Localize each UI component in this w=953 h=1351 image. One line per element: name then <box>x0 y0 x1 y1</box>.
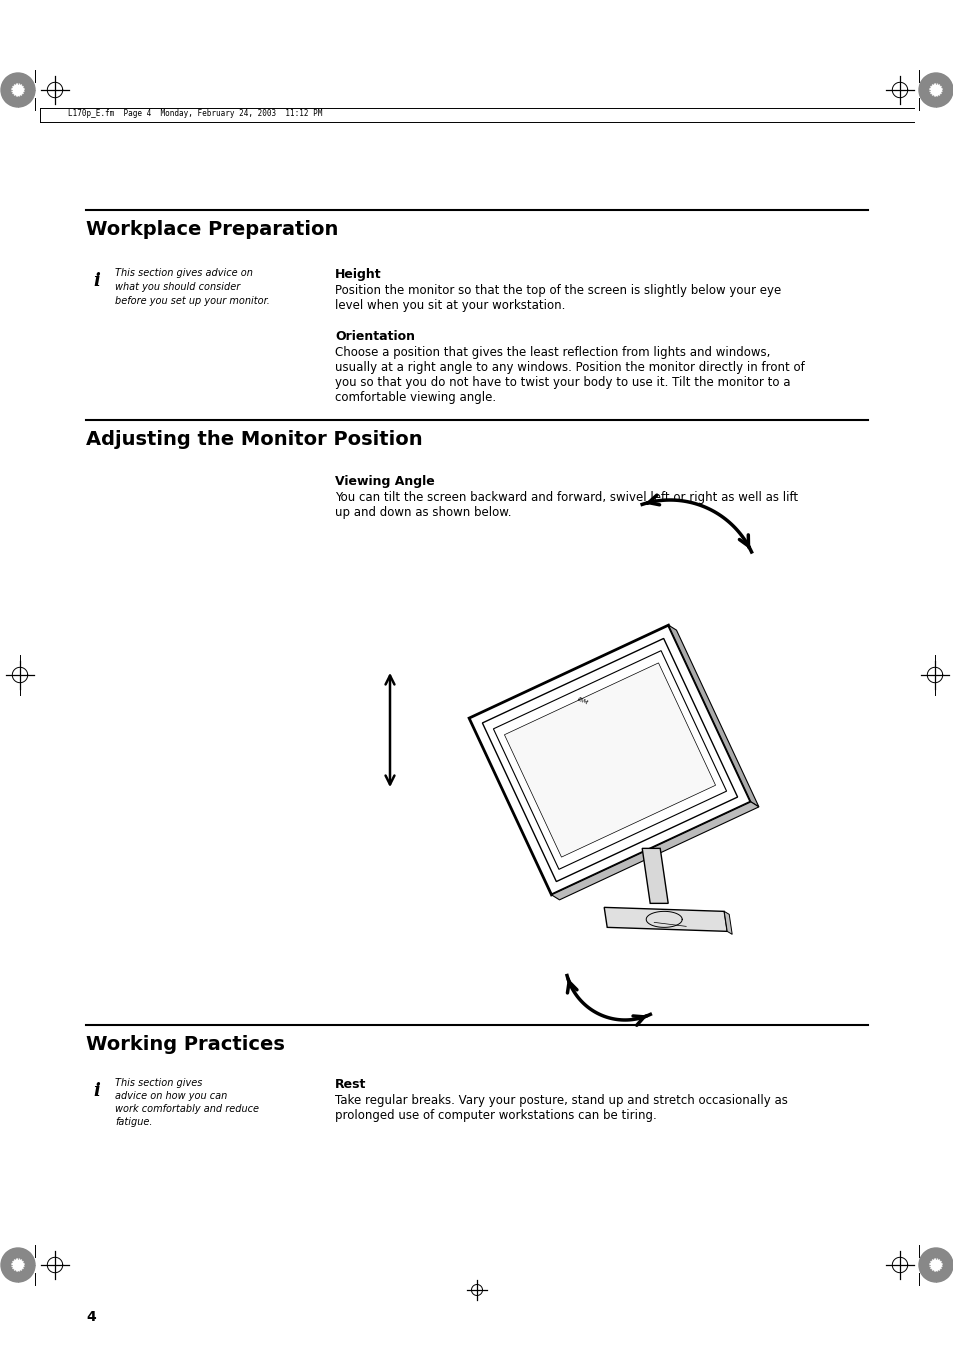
Circle shape <box>1 73 35 107</box>
Circle shape <box>918 73 952 107</box>
Text: IBM: IBM <box>576 696 588 705</box>
Polygon shape <box>469 626 750 894</box>
Text: i: i <box>92 1082 100 1100</box>
Text: Adjusting the Monitor Position: Adjusting the Monitor Position <box>86 430 422 449</box>
Text: L170p_E.fm  Page 4  Monday, February 24, 2003  11:12 PM: L170p_E.fm Page 4 Monday, February 24, 2… <box>68 109 322 118</box>
Text: You can tilt the screen backward and forward, swivel left or right as well as li: You can tilt the screen backward and for… <box>335 490 798 504</box>
Polygon shape <box>668 626 758 807</box>
Text: you so that you do not have to twist your body to use it. Tilt the monitor to a: you so that you do not have to twist you… <box>335 376 790 389</box>
Text: Orientation: Orientation <box>335 330 415 343</box>
Text: This section gives: This section gives <box>115 1078 202 1088</box>
Text: before you set up your monitor.: before you set up your monitor. <box>115 296 270 305</box>
Text: Take regular breaks. Vary your posture, stand up and stretch occasionally as: Take regular breaks. Vary your posture, … <box>335 1094 787 1106</box>
Text: level when you sit at your workstation.: level when you sit at your workstation. <box>335 299 565 312</box>
Text: Working Practices: Working Practices <box>86 1035 285 1054</box>
Circle shape <box>918 1248 952 1282</box>
Text: This section gives advice on: This section gives advice on <box>115 267 253 278</box>
Polygon shape <box>482 639 737 882</box>
Text: Height: Height <box>335 267 381 281</box>
Text: usually at a right angle to any windows. Position the monitor directly in front : usually at a right angle to any windows.… <box>335 361 804 374</box>
Polygon shape <box>504 663 715 857</box>
Text: what you should consider: what you should consider <box>115 282 240 292</box>
Circle shape <box>12 1259 24 1271</box>
Text: up and down as shown below.: up and down as shown below. <box>335 507 511 519</box>
Circle shape <box>1 1248 35 1282</box>
Circle shape <box>929 84 941 96</box>
Polygon shape <box>551 802 758 900</box>
Text: advice on how you can: advice on how you can <box>115 1092 227 1101</box>
Text: i: i <box>92 272 100 290</box>
Text: 4: 4 <box>86 1310 95 1324</box>
Circle shape <box>929 1259 941 1271</box>
Text: fatigue.: fatigue. <box>115 1117 152 1127</box>
Text: work comfortably and reduce: work comfortably and reduce <box>115 1104 258 1115</box>
Text: Viewing Angle: Viewing Angle <box>335 476 435 488</box>
Text: prolonged use of computer workstations can be tiring.: prolonged use of computer workstations c… <box>335 1109 656 1121</box>
Text: Position the monitor so that the top of the screen is slightly below your eye: Position the monitor so that the top of … <box>335 284 781 297</box>
Text: Choose a position that gives the least reflection from lights and windows,: Choose a position that gives the least r… <box>335 346 770 359</box>
Text: Workplace Preparation: Workplace Preparation <box>86 220 338 239</box>
Polygon shape <box>723 912 732 935</box>
Text: Rest: Rest <box>335 1078 366 1092</box>
Polygon shape <box>493 651 726 869</box>
Polygon shape <box>603 908 726 931</box>
Circle shape <box>12 84 24 96</box>
Polygon shape <box>641 848 667 904</box>
Text: comfortable viewing angle.: comfortable viewing angle. <box>335 390 496 404</box>
